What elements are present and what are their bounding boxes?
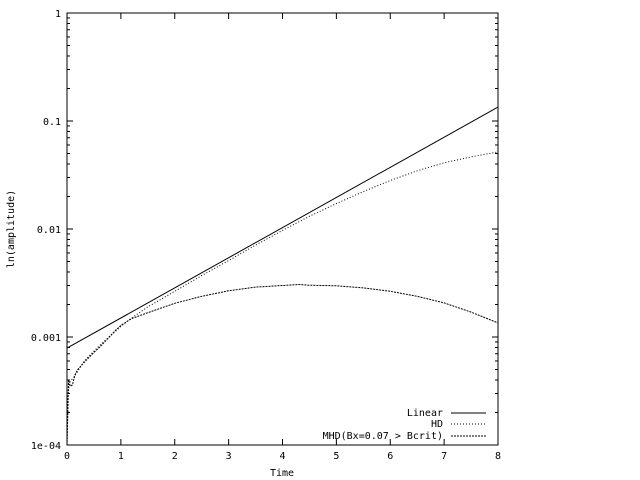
series-group [66, 106, 499, 446]
x-tick-label: 5 [333, 451, 339, 462]
legend-label: HD [431, 419, 443, 430]
y-tick-label: 0.001 [31, 333, 61, 344]
x-tick-label: 6 [387, 451, 393, 462]
x-tick-label: 0 [64, 451, 70, 462]
y-tick-label: 1 [55, 9, 61, 20]
series-line-3 [66, 283, 499, 446]
legend-label: Linear [407, 408, 443, 419]
x-tick-label: 8 [495, 451, 501, 462]
series-line-2 [66, 151, 499, 446]
x-tick-label: 7 [441, 451, 447, 462]
y-tick-label: 0.01 [37, 225, 61, 236]
x-tick-label: 4 [279, 451, 285, 462]
series-line-1 [66, 106, 499, 349]
y-axis-label: ln(amplitude) [6, 190, 17, 268]
x-tick-label: 1 [118, 451, 124, 462]
x-tick-label: 2 [172, 451, 178, 462]
y-tick-label: 1e-04 [31, 441, 61, 452]
legend-label: MHD(Bx=0.07 > Bcrit) [323, 431, 443, 442]
plot-frame [66, 12, 499, 446]
y-tick-label: 0.1 [43, 117, 61, 128]
x-axis: 0 1 2 3 4 5 6 7 8 [64, 13, 501, 462]
y-axis: 1e-04 0.001 0.01 0.1 1 [31, 9, 498, 452]
x-axis-label: Time [270, 468, 294, 479]
x-tick-label: 3 [226, 451, 232, 462]
